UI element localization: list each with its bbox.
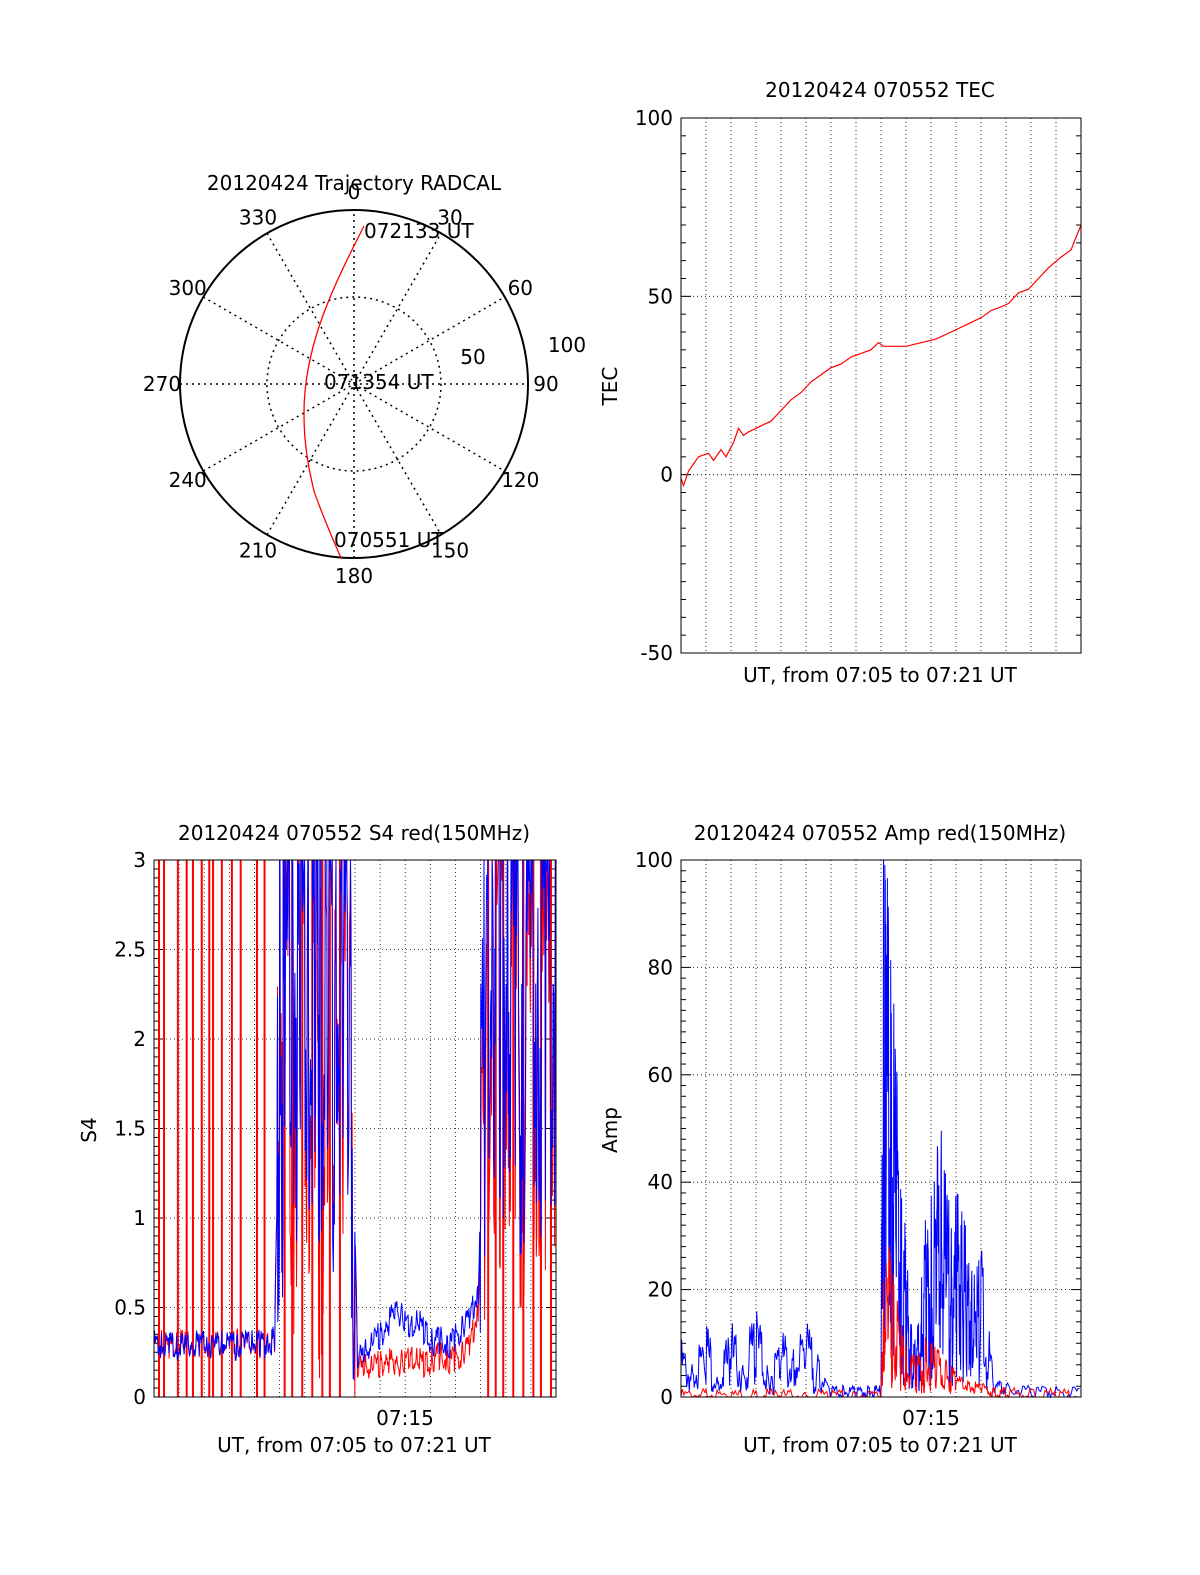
tec-title: 20120424 070552 TEC (765, 78, 995, 102)
polar-azimuth-labels: 0 30 60 90 120 150 180 210 240 270 300 3… (143, 180, 559, 588)
azimuth-label-300: 300 (169, 276, 207, 300)
tec-y-tick-labels: -50 0 50 100 (635, 106, 673, 665)
amp-title: 20120424 070552 Amp red(150MHz) (694, 821, 1066, 845)
tec-panel: 20120424 070552 TEC -50 0 50 100 UT, fro… (598, 78, 1082, 687)
amp-ytick-label: 100 (635, 848, 673, 872)
s4-ytick-label: 1 (133, 1206, 146, 1230)
s4-y-tick-labels: 0 0.5 1 1.5 2 2.5 3 (114, 848, 146, 1409)
azimuth-label-270: 270 (143, 372, 181, 396)
azimuth-label-180: 180 (335, 564, 373, 588)
s4-ytick-label: 2.5 (114, 938, 146, 962)
amp-panel: 20120424 070552 Amp red(150MHz) 0 20 40 … (598, 821, 1082, 1457)
annotation-end-time: 072133 UT (364, 219, 474, 243)
amp-x-axis-label: UT, from 07:05 to 07:21 UT (743, 1433, 1018, 1457)
series-line (153, 859, 556, 1381)
s4-title: 20120424 070552 S4 red(150MHz) (178, 821, 530, 845)
tec-ytick-label: -50 (640, 641, 673, 665)
azimuth-label-60: 60 (508, 276, 533, 300)
series-line (680, 859, 1080, 1399)
polar-outer-circle (179, 209, 529, 559)
amp-series (680, 859, 1080, 1399)
s4-series (153, 859, 556, 1398)
s4-y-axis-label: S4 (77, 1117, 101, 1142)
amp-y-axis-label: Amp (598, 1107, 622, 1153)
s4-panel: 20120424 070552 S4 red(150MHz) 0 0.5 1 1… (77, 821, 557, 1457)
amp-ytick-label: 60 (648, 1063, 673, 1087)
annotation-mid-time: 071354 UT (324, 370, 434, 394)
polar-trajectory-panel: 20120424 Trajectory RADCAL 0 30 60 90 12… (143, 171, 586, 588)
amp-ytick-label: 40 (648, 1170, 673, 1194)
azimuth-label-90: 90 (533, 372, 558, 396)
tec-ytick-label: 100 (635, 106, 673, 130)
amp-x-tick-label: 07:15 (902, 1406, 960, 1430)
trajectory-line (303, 225, 365, 559)
polar-grid-spoke (266, 232, 442, 536)
azimuth-label-210: 210 (239, 538, 277, 562)
amp-y-tick-labels: 0 20 40 60 80 100 (635, 848, 673, 1409)
azimuth-label-330: 330 (239, 206, 277, 230)
amp-ytick-label: 80 (648, 955, 673, 979)
s4-x-axis-label: UT, from 07:05 to 07:21 UT (217, 1433, 492, 1457)
tec-y-axis-label: TEC (598, 367, 622, 407)
radial-label-50: 50 (460, 345, 485, 369)
series-line (680, 224, 1082, 488)
tec-series (680, 224, 1082, 488)
polar-grid-circle (266, 296, 442, 472)
tec-grid (681, 118, 1081, 653)
s4-ytick-label: 0.5 (114, 1296, 146, 1320)
series-line (680, 1245, 1080, 1399)
azimuth-label-30: 30 (437, 206, 462, 230)
amp-ytick-label: 0 (660, 1385, 673, 1409)
s4-ytick-label: 0 (133, 1385, 146, 1409)
azimuth-label-150: 150 (431, 538, 469, 562)
annotation-start-time: 070551 UT (334, 528, 444, 552)
s4-plot-frame (153, 859, 557, 1398)
azimuth-label-240: 240 (169, 468, 207, 492)
azimuth-label-0: 0 (348, 180, 361, 204)
s4-ytick-label: 3 (133, 848, 146, 872)
amp-grid (681, 860, 1081, 1397)
amp-ytick-label: 20 (648, 1278, 673, 1302)
amp-ticks (681, 859, 1081, 1398)
amp-plot-frame (680, 859, 1082, 1398)
polar-title: 20120424 Trajectory RADCAL (207, 171, 502, 195)
tec-x-axis-label: UT, from 07:05 to 07:21 UT (743, 663, 1018, 687)
tec-plot-frame (680, 117, 1082, 654)
radial-label-100: 100 (548, 333, 586, 357)
s4-x-tick-label: 07:15 (376, 1406, 434, 1430)
polar-grid (180, 210, 528, 558)
s4-ytick-label: 1.5 (114, 1117, 146, 1141)
s4-ytick-label: 2 (133, 1027, 146, 1051)
azimuth-label-120: 120 (501, 468, 539, 492)
tec-ytick-label: 0 (660, 463, 673, 487)
tec-ytick-label: 50 (648, 284, 673, 308)
